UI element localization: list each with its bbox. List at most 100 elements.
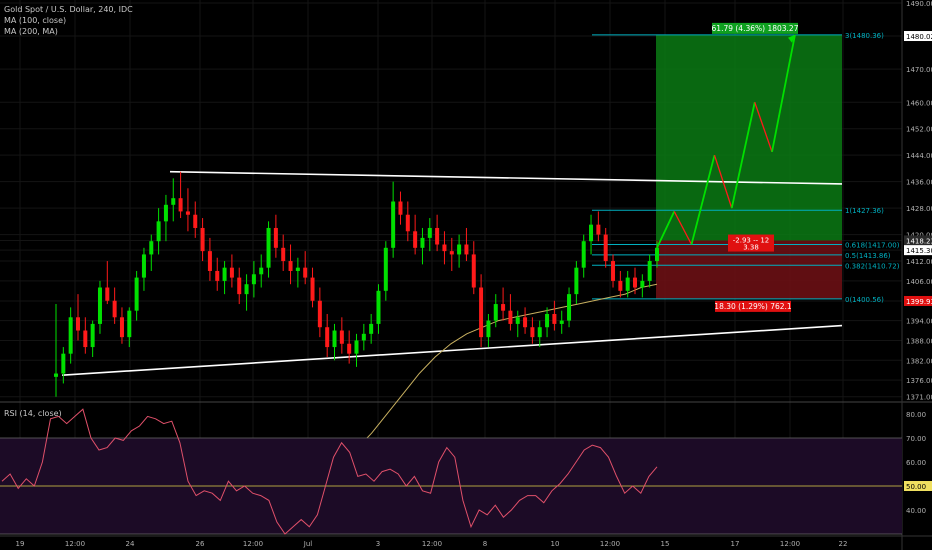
time-tick: Jul <box>303 540 313 548</box>
candle-body <box>391 201 396 248</box>
candle-body <box>435 227 440 245</box>
candle-body <box>90 323 95 348</box>
candle-body <box>486 320 491 338</box>
candle-body <box>325 327 330 348</box>
fib-label: 0.5(1413.86) <box>845 252 891 260</box>
projection-leg <box>656 211 676 249</box>
fibonacci-levels: 3(1480.36) 1(1427.36) 0.618(1417.00) 0.5(14… <box>592 32 900 304</box>
projection-path <box>656 34 796 249</box>
price-tick: 1460.00 <box>906 99 932 107</box>
candle-body <box>68 317 73 354</box>
price-tick: 1394.00 <box>906 318 932 326</box>
candle-body <box>339 330 344 344</box>
candle-body <box>552 313 557 324</box>
candle-body <box>545 313 550 328</box>
rsi-tick: 40.00 <box>906 507 926 515</box>
fib-label: 0(1400.56) <box>845 296 884 304</box>
trend-lines <box>61 170 843 376</box>
candle-body <box>405 214 410 232</box>
position-labels: 61.79 (4.36%) 1803.27 18.30 (1.29%) 762.1… <box>712 22 799 312</box>
price-tag <box>904 31 932 42</box>
rsi-tick: 70.00 <box>906 435 926 443</box>
candle-body <box>149 241 154 255</box>
candle-body <box>537 327 542 338</box>
candle-body <box>581 241 586 268</box>
candle-body <box>222 267 227 281</box>
projection-leg <box>771 34 796 153</box>
candle-body <box>530 327 535 338</box>
candle-body <box>515 317 520 324</box>
price-tick: 1436.00 <box>906 179 932 187</box>
candle-body <box>54 373 58 377</box>
candle-body <box>376 290 381 324</box>
candle-body <box>244 284 249 295</box>
candle-body <box>427 227 432 238</box>
rsi-tick: 60.00 <box>906 459 926 467</box>
candle-body <box>97 287 102 324</box>
candle-body <box>105 287 110 301</box>
candle-body <box>310 277 315 301</box>
target-box <box>712 22 798 34</box>
projection-leg <box>713 154 733 209</box>
price-tick: 1428.00 <box>906 205 932 213</box>
candle-body <box>361 333 366 341</box>
candle-body <box>420 237 425 248</box>
candle-body <box>163 204 168 222</box>
candle-body <box>185 211 190 215</box>
candle-body <box>369 323 374 334</box>
candle-body <box>251 274 256 285</box>
candle-body <box>449 251 454 255</box>
price-tag-label: 1418.23 <box>906 237 932 245</box>
candle-body <box>112 300 117 318</box>
time-tick: 3 <box>376 540 380 548</box>
candle-body <box>332 330 337 348</box>
target-zone <box>656 34 842 241</box>
candle-body <box>83 330 88 348</box>
price-tag <box>904 295 932 306</box>
time-tick: 12:00 <box>780 540 800 548</box>
price-tick: 1406.00 <box>906 278 932 286</box>
candle-body <box>559 320 564 324</box>
price-tag <box>904 235 932 246</box>
price-tick: 1371.00 <box>906 394 932 402</box>
time-tick: 8 <box>483 540 487 548</box>
candle-body <box>493 304 498 321</box>
candle-body <box>317 300 322 328</box>
rsi-line <box>1 408 658 535</box>
price-tick: 1490.00 <box>906 0 932 8</box>
moving-average <box>339 283 658 467</box>
time-tick: 15 <box>661 540 670 548</box>
candle-body <box>633 277 638 288</box>
stop-box <box>715 300 791 312</box>
rsi-axis: 80.00 70.00 60.00 50.00 40.00 <box>904 411 932 515</box>
price-axis[interactable]: 1490.00 1480.02 1470.00 1460.00 1452.00 1444.… <box>904 0 932 402</box>
candle-body <box>567 294 572 321</box>
candle-body <box>625 277 630 291</box>
candle-body <box>273 227 278 248</box>
fib-label: 1(1427.36) <box>845 207 884 215</box>
ma100-label: MA (100, close) <box>4 16 67 25</box>
candle-body <box>603 234 608 262</box>
fib-label: 3(1480.36) <box>845 32 884 40</box>
candle-body <box>398 201 403 215</box>
candle-body <box>156 221 161 242</box>
candle-body <box>383 247 388 291</box>
support-line <box>61 324 843 376</box>
candle-body <box>288 261 293 271</box>
projection-leg <box>754 102 773 153</box>
rsi-pane <box>0 408 902 535</box>
candle-body <box>647 261 652 281</box>
time-axis[interactable]: 19 12:00 24 26 12:00 Jul 3 12:00 8 10 12:00 15 17 12:… <box>16 540 848 548</box>
price-tick: 1452.00 <box>906 126 932 134</box>
candle-body <box>237 277 242 295</box>
position-label-top: -2.93 -- 12 <box>733 237 770 245</box>
position-box <box>728 234 774 252</box>
candle-body <box>457 244 462 255</box>
ma-line <box>339 283 658 467</box>
price-tick: 1388.00 <box>906 337 932 345</box>
rsi-tick: 80.00 <box>906 411 926 419</box>
symbol-title: Gold Spot / U.S. Dollar, 240, IDC <box>4 5 133 14</box>
price-tick: 1444.00 <box>906 152 932 160</box>
candle-body <box>119 317 124 338</box>
